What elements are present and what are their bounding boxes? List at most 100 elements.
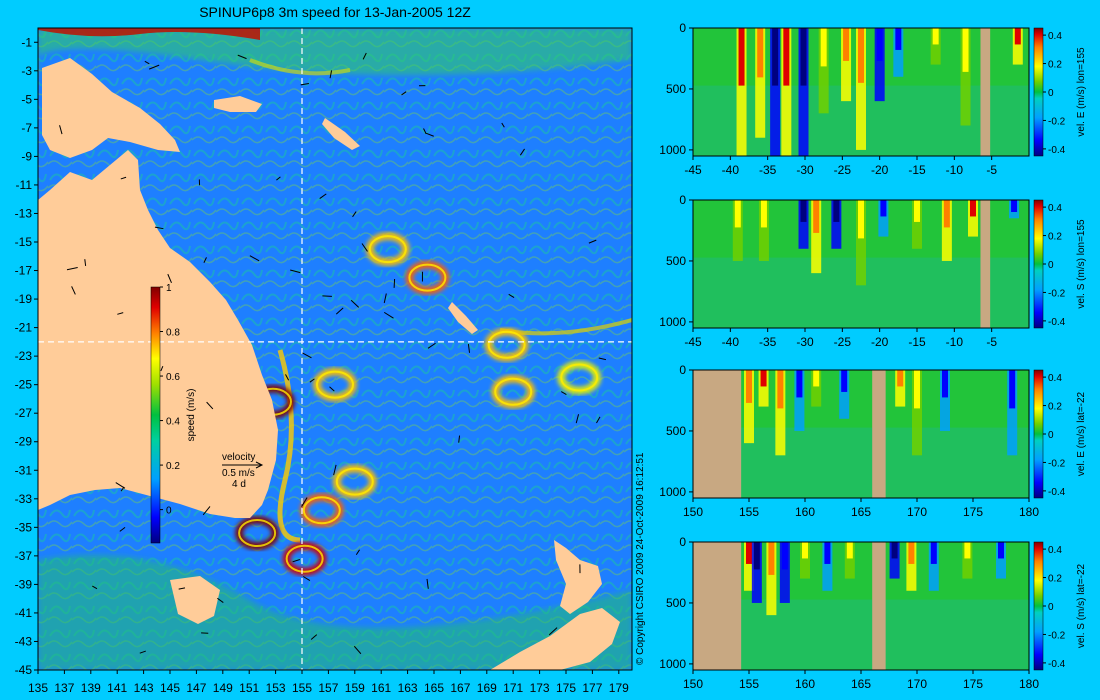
section-feature [831, 200, 842, 249]
section-x-tick-label: 175 [963, 677, 983, 691]
map-y-tick-label: -1 [21, 35, 32, 49]
velocity-arrow [383, 311, 394, 319]
map-x-tick-label: 139 [81, 681, 101, 695]
section-feature-column [1007, 370, 1018, 456]
section-x-tick-label: -20 [871, 335, 889, 349]
section-4-colorbar [1033, 541, 1044, 671]
section-feature-column [798, 200, 809, 249]
speed-colorbar-label: speed (m/s) [186, 389, 197, 442]
section-feature [798, 200, 809, 249]
section-panel-4: 150 155 160 165 170 175 180 0 500 1000 0.4 0.2 0 -0.2… [659, 535, 1087, 691]
section-feature-core [796, 370, 803, 398]
section-feature [770, 28, 781, 156]
copyright-note: © Copyright CSIRO 2009 24-Oct-2009 16:12… [635, 452, 646, 665]
map-y-tick-label: -7 [21, 121, 32, 135]
velocity-arrow [458, 435, 461, 443]
section-feature-column [874, 28, 885, 102]
map-y-tick-label: -17 [15, 264, 33, 278]
section-x-tick-label: 170 [907, 505, 927, 519]
map-y-tick-label: -3 [21, 64, 32, 78]
velocity-arrow [202, 506, 211, 516]
section-feature-core [820, 28, 827, 67]
velocity-arrow [120, 176, 127, 180]
section-feature-column [856, 200, 866, 286]
section-x-tick-label: -40 [722, 163, 740, 177]
section-3-field [693, 370, 1029, 498]
section-feature-column [889, 542, 900, 579]
map-y-tick-label: -23 [15, 349, 33, 363]
section-feature-core [768, 542, 775, 575]
section-feature-core [858, 200, 864, 239]
section-feature [930, 28, 941, 65]
velocity-arrow [167, 273, 172, 283]
section-colorbar-tick-label: -0.2 [1048, 288, 1066, 299]
velocity-arrow [353, 645, 362, 655]
section-feature-core [932, 28, 939, 45]
section-feature-column [906, 542, 917, 591]
section-x-tick-label: -10 [946, 163, 964, 177]
velocity-arrow [119, 526, 126, 532]
section-feature [844, 542, 855, 579]
land-new-caledonia [448, 302, 478, 334]
map-x-tick-label: 157 [318, 681, 338, 695]
section-colorbar-tick-label: -0.2 [1048, 116, 1066, 127]
map-x-tick-label: 149 [213, 681, 233, 695]
map-x-tick-label: 153 [266, 681, 286, 695]
section-feature-core [895, 28, 902, 50]
section-2-field [693, 200, 1029, 328]
section-feature [744, 370, 754, 444]
section-feature-core [824, 542, 831, 564]
velocity-arrow [178, 587, 186, 590]
section-x-tick-label: 155 [739, 677, 759, 691]
eddy [491, 374, 536, 409]
section-feature-column [755, 28, 766, 138]
section-x-tick-label: -45 [684, 163, 702, 177]
velocity-arrow [285, 374, 290, 381]
section-feature-core [914, 200, 920, 222]
section-feature-column [744, 542, 754, 591]
velocity-arrow [350, 299, 360, 308]
section-feature-column [779, 542, 790, 603]
section-y-tick-label: 0 [679, 535, 686, 549]
section-feature [1007, 370, 1018, 456]
section-feature [732, 200, 743, 261]
eddy [405, 260, 450, 295]
section-feature-core [760, 370, 767, 387]
section-feature [928, 542, 939, 591]
section-feature-column [960, 28, 971, 126]
map-x-axis: 135 137 139 141 143 145 147 149 151 153 155 157 159 1… [28, 670, 629, 695]
section-feature [912, 200, 922, 249]
section-land [693, 542, 742, 670]
speed-colorbar-tick-label: 0.2 [166, 461, 180, 472]
section-feature-column [794, 370, 805, 431]
map-x-tick-label: 171 [503, 681, 523, 695]
section-y-tick-label: 500 [666, 254, 686, 268]
section-feature [766, 542, 777, 616]
eddy-edge [408, 263, 447, 292]
velocity-arrow [309, 378, 315, 383]
section-feature-core [846, 542, 853, 559]
velocity-key-speed: 0.5 m/s [222, 468, 255, 479]
map-y-tick-label: -5 [21, 92, 32, 106]
section-x-tick-label: -20 [871, 163, 889, 177]
velocity-arrow [467, 344, 471, 353]
section-feature-column [781, 28, 792, 156]
section-feature-core [942, 370, 948, 398]
map-y-tick-label: -21 [15, 321, 33, 335]
section-x-tick-label: -45 [684, 335, 702, 349]
section-feature-column [912, 370, 922, 456]
map-x-tick-label: 167 [450, 681, 470, 695]
section-feature-column [751, 542, 762, 603]
section-feature [822, 542, 833, 591]
section-x-tick-label: 160 [795, 677, 815, 691]
section-colorbar-tick-label: -0.4 [1048, 659, 1066, 670]
speed-colorbar-ticks: 0 0.2 0.4 0.6 0.8 1 [160, 283, 180, 517]
section-panel-2: -45 -40 -35 -30 -25 -20 -15 -10 -5 0 500 1000 0.4 0.2… [659, 193, 1087, 349]
section-x-tick-label: -25 [834, 163, 852, 177]
section-1-axes: -45 -40 -35 -30 -25 -20 -15 -10 -5 0 500 1000 0.4 0.2… [659, 21, 1065, 177]
section-colorbar-tick-label: 0.4 [1048, 203, 1062, 214]
section-colorbar-tick-label: 0.4 [1048, 545, 1062, 556]
section-feature [794, 370, 805, 431]
velocity-arrow [383, 293, 387, 304]
land-new-zealand-north [554, 540, 602, 614]
